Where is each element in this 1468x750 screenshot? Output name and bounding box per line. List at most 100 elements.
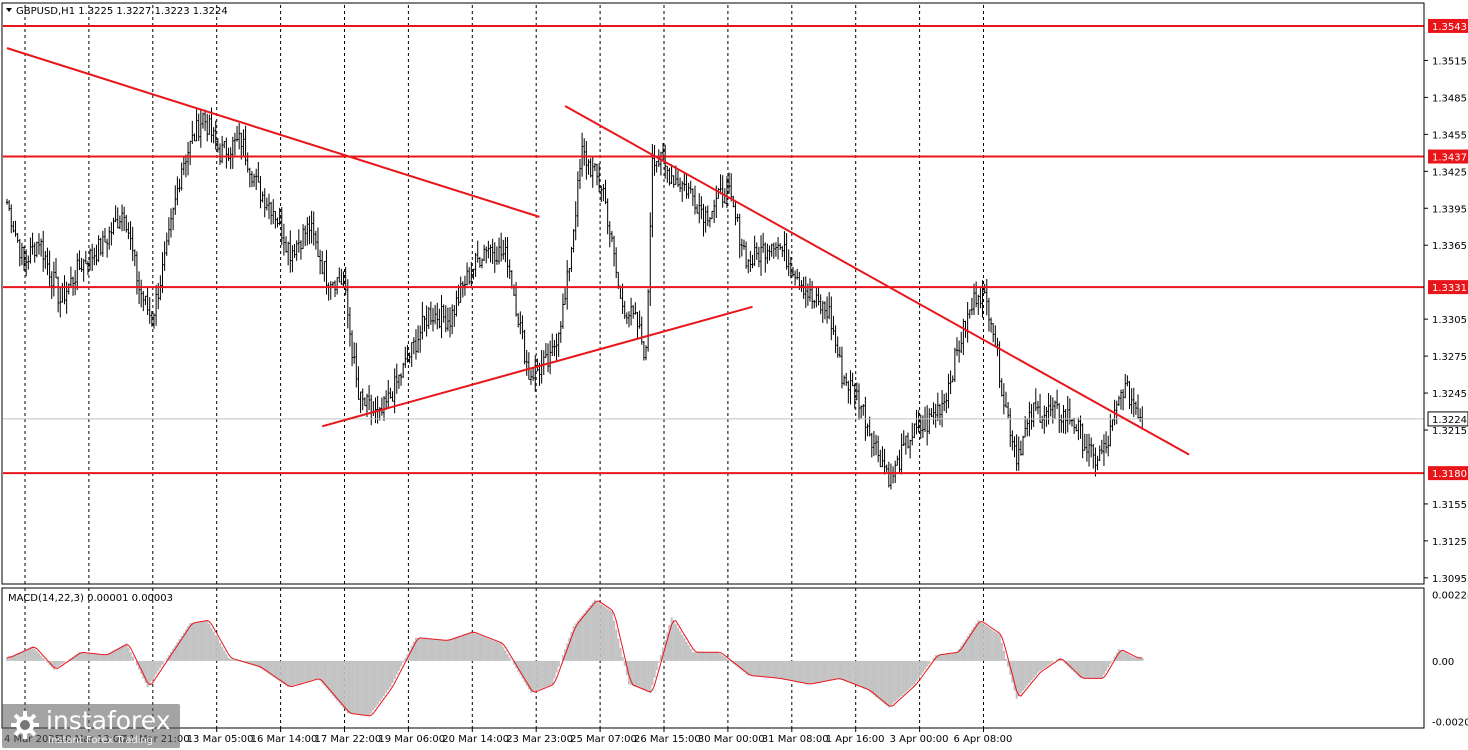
candle [80, 257, 83, 272]
candle [668, 167, 671, 186]
candle [495, 246, 498, 265]
macd-bar [1068, 660, 1072, 669]
candle [992, 323, 995, 343]
candle [683, 173, 686, 192]
macd-bar [578, 618, 582, 661]
macd-bar [919, 660, 922, 676]
macd-bar [357, 660, 360, 715]
macd-bar [985, 626, 988, 661]
macd-bar [555, 660, 558, 673]
candle [951, 375, 954, 383]
macd-bar [361, 660, 364, 716]
macd-bar [879, 660, 882, 701]
candle [610, 230, 613, 243]
candle [1045, 406, 1048, 427]
candle [581, 132, 584, 177]
macd-bar [955, 652, 959, 661]
macd-bar [498, 642, 501, 661]
macd-bar [532, 660, 535, 693]
macd-bar [376, 660, 379, 705]
macd-bar [653, 660, 656, 678]
macd-bar [78, 652, 81, 661]
candle [915, 409, 918, 435]
candle [174, 185, 177, 215]
macd-bar [342, 660, 345, 709]
level-label-bg [1428, 466, 1468, 481]
candle [1105, 431, 1108, 454]
candle [627, 311, 630, 328]
candle [653, 144, 656, 176]
macd-bar [259, 660, 262, 669]
macd-bar [391, 660, 394, 683]
macd-bar [195, 622, 198, 661]
candle [534, 355, 537, 392]
candle [945, 392, 948, 414]
macd-bar [432, 639, 435, 661]
candle [397, 374, 400, 389]
candle [170, 208, 173, 238]
candle [544, 343, 547, 358]
macd-bar [781, 660, 784, 680]
macd-bar [1022, 660, 1025, 691]
candle [613, 235, 616, 267]
macd-bar [828, 660, 831, 681]
macd-bar [25, 649, 28, 661]
macd-bar [201, 620, 205, 661]
macd-bar [811, 660, 814, 684]
candle [883, 448, 886, 475]
candle [276, 217, 279, 228]
macd-bar [40, 655, 43, 661]
macd-bar [42, 658, 45, 661]
candle [297, 229, 300, 253]
macd-bar [917, 660, 920, 679]
macd-bar [480, 635, 484, 661]
candle [642, 341, 645, 361]
candle [417, 325, 420, 353]
candle [887, 461, 890, 488]
candle [146, 287, 149, 315]
candle [1130, 388, 1133, 414]
candle [227, 147, 230, 162]
macd-bar [293, 660, 296, 686]
candle [500, 232, 503, 262]
x-tick-label: 13 Mar 05:00 [187, 734, 254, 745]
macd-bar [1128, 654, 1131, 661]
macd-bar [836, 660, 839, 679]
candle [781, 245, 784, 257]
macd-bar [289, 660, 292, 687]
macd-panel [6, 599, 1144, 717]
macd-bar [1092, 660, 1095, 679]
macd-bar [804, 660, 807, 684]
macd-bar [875, 660, 878, 697]
candle [551, 333, 554, 357]
macd-bar [527, 660, 531, 690]
candle [721, 175, 724, 208]
macd-bar [1024, 660, 1027, 689]
candle [289, 230, 292, 273]
macd-bar [817, 660, 820, 683]
macd-bar [809, 660, 812, 684]
macd-bar [598, 602, 601, 661]
candle [730, 173, 733, 202]
candle [131, 226, 134, 262]
candle [310, 210, 313, 244]
macd-bar [1137, 658, 1140, 661]
candle [834, 325, 837, 354]
candle [960, 331, 963, 354]
macd-bar [495, 641, 499, 661]
candle [559, 321, 562, 343]
macd-bar [958, 648, 961, 661]
macd-bar [1105, 660, 1108, 672]
macd-bar [221, 646, 224, 661]
macd-bar [553, 660, 556, 679]
macd-bar [131, 656, 134, 661]
macd-bar [1013, 660, 1016, 691]
y-tick-label: 1.3275 [1432, 352, 1467, 363]
candle [233, 132, 236, 156]
macd-bar [904, 660, 908, 692]
macd-bar [853, 660, 856, 686]
candle [1000, 378, 1003, 397]
candle [794, 270, 797, 286]
macd-bar [400, 660, 403, 667]
macd-bar [129, 652, 132, 661]
